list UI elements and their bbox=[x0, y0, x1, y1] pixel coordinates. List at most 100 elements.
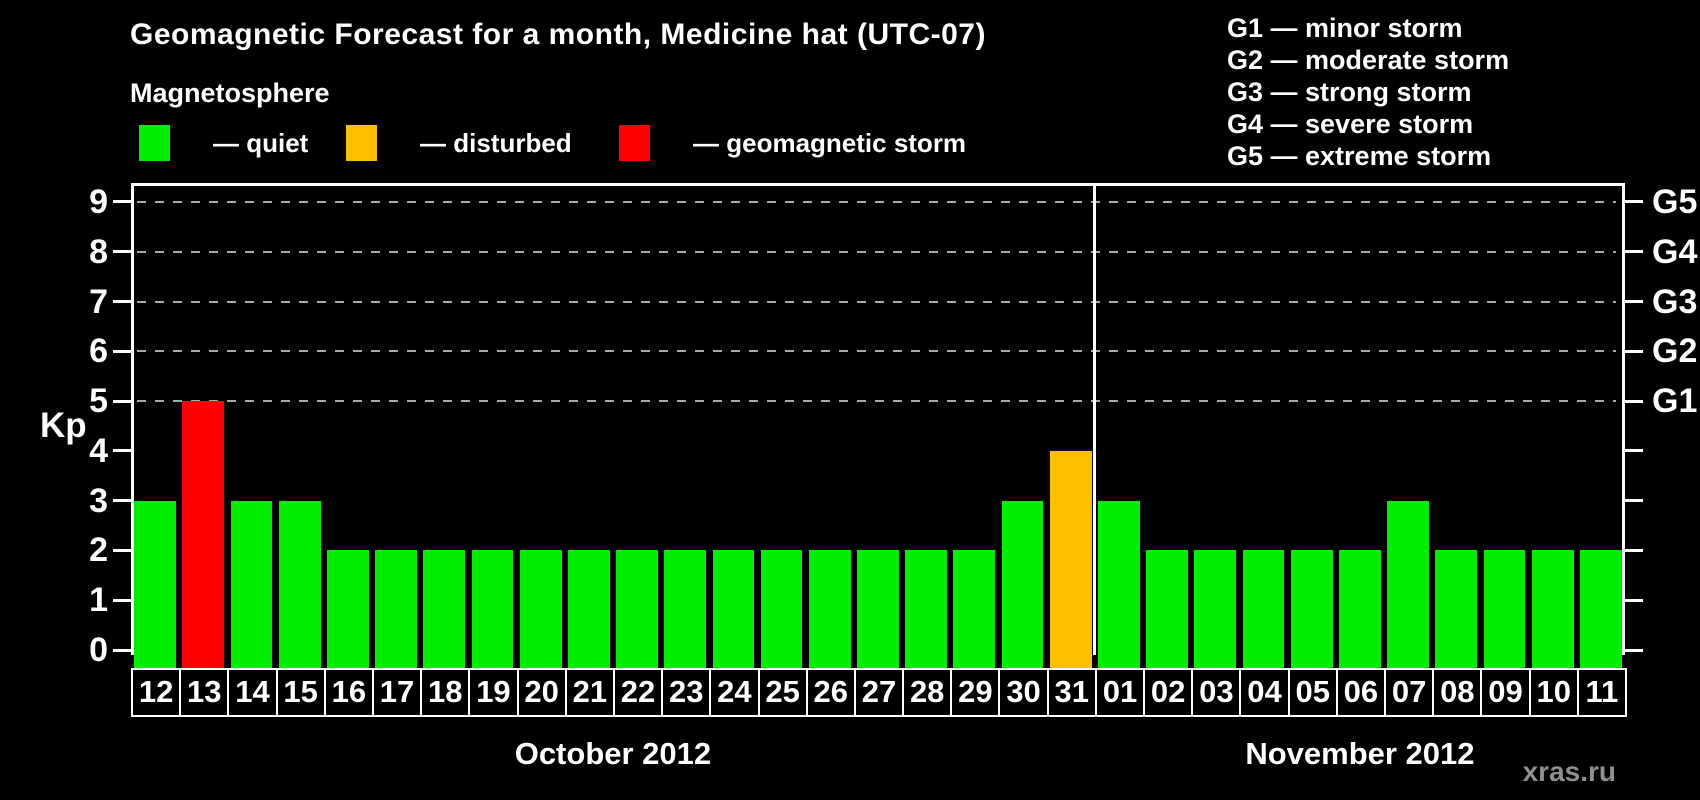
date-cell: 05 bbox=[1287, 668, 1338, 717]
g-scale-legend: G1 — minor storm G2 — moderate storm G3 … bbox=[1227, 12, 1509, 172]
date-cell: 14 bbox=[227, 668, 278, 717]
date-cell: 27 bbox=[853, 668, 905, 717]
kp-bar bbox=[1580, 550, 1622, 668]
kp-bar bbox=[567, 550, 610, 668]
storm-color-swatch bbox=[619, 125, 650, 161]
date-cell: 13 bbox=[179, 668, 230, 717]
y-tick-label: 2 bbox=[89, 531, 108, 570]
g2-legend-row: G2 — moderate storm bbox=[1227, 45, 1510, 75]
magnetosphere-subtitle: Magnetosphere bbox=[130, 78, 330, 108]
g1-legend-row: G1 — minor storm bbox=[1227, 13, 1463, 43]
y-tick-label: 1 bbox=[89, 581, 108, 620]
kp-bar bbox=[712, 550, 755, 668]
kp-bar bbox=[423, 550, 466, 668]
date-cell: 09 bbox=[1480, 668, 1531, 717]
y-tick-label: 8 bbox=[89, 232, 108, 271]
y-tick-label: 6 bbox=[89, 332, 108, 371]
date-cell: 21 bbox=[564, 668, 615, 717]
g-scale-tick-label: G2 bbox=[1652, 332, 1698, 371]
y-tick-label: 4 bbox=[89, 431, 108, 470]
page-title: Geomagnetic Forecast for a month, Medici… bbox=[130, 18, 986, 51]
y-axis-tick bbox=[113, 200, 131, 204]
g5-legend-row: G5 — extreme storm bbox=[1227, 141, 1492, 171]
kp-bar bbox=[1387, 500, 1429, 668]
g-axis-tick bbox=[1625, 598, 1643, 602]
g-scale-tick-label: G1 bbox=[1652, 382, 1698, 421]
date-cell: 22 bbox=[612, 668, 664, 717]
y-axis-tick bbox=[113, 349, 131, 353]
date-cell: 24 bbox=[709, 668, 760, 717]
date-cell: 28 bbox=[902, 668, 953, 717]
kp-bar bbox=[1483, 550, 1526, 668]
quiet-color-swatch bbox=[139, 125, 170, 161]
gridline bbox=[137, 200, 1616, 203]
g-axis-tick bbox=[1625, 349, 1643, 353]
y-axis-title: Kp bbox=[40, 406, 87, 445]
date-cell: 01 bbox=[1094, 668, 1146, 717]
kp-bar bbox=[1098, 500, 1140, 668]
y-axis-tick bbox=[113, 250, 131, 254]
date-cell: 10 bbox=[1528, 668, 1579, 717]
legend-item-storm: — geomagnetic storm bbox=[619, 124, 966, 162]
kp-bar bbox=[1531, 550, 1574, 668]
g-axis-tick bbox=[1625, 499, 1643, 503]
gridline bbox=[137, 350, 1616, 353]
y-tick-label: 5 bbox=[89, 382, 108, 421]
y-axis-tick bbox=[113, 300, 131, 304]
kp-bar bbox=[616, 550, 658, 668]
kp-bar bbox=[471, 550, 514, 668]
watermark: xras.ru bbox=[1522, 756, 1616, 787]
date-cell: 04 bbox=[1239, 668, 1290, 717]
kp-bar bbox=[375, 550, 417, 668]
kp-bar bbox=[1001, 500, 1044, 668]
kp-bar bbox=[808, 550, 851, 668]
date-cell: 16 bbox=[323, 668, 374, 717]
disturbed-color-swatch bbox=[346, 125, 377, 161]
kp-bar bbox=[230, 500, 273, 668]
gridline bbox=[137, 250, 1616, 253]
date-cell: 03 bbox=[1191, 668, 1242, 717]
date-cell: 18 bbox=[420, 668, 471, 717]
date-cell: 31 bbox=[1046, 668, 1097, 717]
g-axis-tick bbox=[1625, 250, 1643, 254]
y-tick-label: 0 bbox=[89, 631, 108, 669]
kp-bar bbox=[1146, 550, 1189, 668]
g-scale-tick-label: G4 bbox=[1652, 232, 1698, 271]
y-axis-tick bbox=[113, 399, 131, 403]
y-axis-tick bbox=[113, 449, 131, 453]
kp-bar bbox=[1242, 550, 1285, 668]
y-axis-tick bbox=[113, 499, 131, 503]
date-cell: 06 bbox=[1335, 668, 1387, 717]
kp-bar bbox=[1435, 550, 1478, 668]
date-cell: 20 bbox=[516, 668, 567, 717]
y-tick-label: 3 bbox=[89, 481, 108, 520]
date-cell: 15 bbox=[275, 668, 326, 717]
date-cell: 17 bbox=[371, 668, 423, 717]
legend-item-disturbed: — disturbed bbox=[346, 124, 572, 162]
date-cell: 08 bbox=[1432, 668, 1483, 717]
date-cell: 19 bbox=[468, 668, 519, 717]
date-cell: 11 bbox=[1576, 668, 1627, 717]
kp-bar bbox=[760, 550, 803, 668]
date-cell: 29 bbox=[950, 668, 1001, 717]
kp-bar bbox=[326, 550, 369, 668]
date-cell: 25 bbox=[757, 668, 808, 717]
g-scale-tick-label: G3 bbox=[1652, 282, 1698, 321]
kp-bar bbox=[1339, 550, 1381, 668]
month-separator-line bbox=[1093, 183, 1097, 655]
g-axis-tick bbox=[1625, 300, 1643, 304]
g-axis-tick bbox=[1625, 648, 1643, 652]
legend-disturbed-label: — disturbed bbox=[420, 127, 572, 158]
g-axis-tick bbox=[1625, 548, 1643, 552]
date-cell: 02 bbox=[1143, 668, 1194, 717]
date-cell: 23 bbox=[661, 668, 712, 717]
date-cell: 30 bbox=[998, 668, 1049, 717]
kp-bar bbox=[664, 550, 707, 668]
g-axis-tick bbox=[1625, 399, 1643, 403]
kp-bar bbox=[953, 550, 996, 668]
y-tick-label: 7 bbox=[89, 282, 108, 321]
g-axis-tick bbox=[1625, 200, 1643, 204]
gridline bbox=[137, 400, 1616, 403]
kp-bar bbox=[1194, 550, 1237, 668]
